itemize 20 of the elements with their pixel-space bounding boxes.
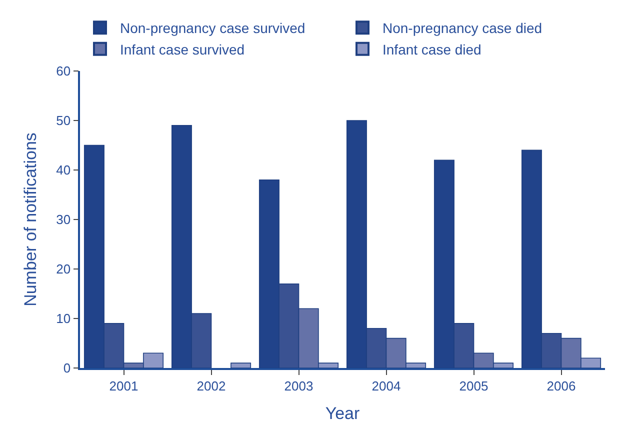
legend-label: Non-pregnancy case survived — [120, 20, 306, 36]
x-axis-title: Year — [325, 404, 360, 424]
y-tick-label: 60 — [56, 64, 71, 79]
x-tick-label: 2006 — [546, 378, 576, 394]
y-tick-label: 50 — [56, 113, 71, 128]
y-tick-label: 10 — [56, 311, 71, 326]
y-tick-label: 20 — [56, 262, 71, 277]
legend-label: Non-pregnancy case died — [382, 20, 542, 36]
x-tick-label: 2004 — [372, 378, 401, 394]
y-axis-title: Number of notifications — [21, 132, 40, 306]
x-tick-label: 2005 — [459, 378, 488, 394]
x-tick-label: 2001 — [109, 378, 138, 394]
legend-label: Infant case survived — [120, 41, 245, 58]
x-tick-label: 2003 — [284, 378, 314, 394]
bar — [230, 362, 252, 368]
legend-label: Infant case died — [382, 41, 482, 58]
y-tick-label: 40 — [56, 162, 71, 178]
y-tick-label: 0 — [63, 360, 71, 376]
x-tick-label: 2002 — [196, 378, 226, 394]
y-tick-label: 30 — [56, 212, 71, 228]
